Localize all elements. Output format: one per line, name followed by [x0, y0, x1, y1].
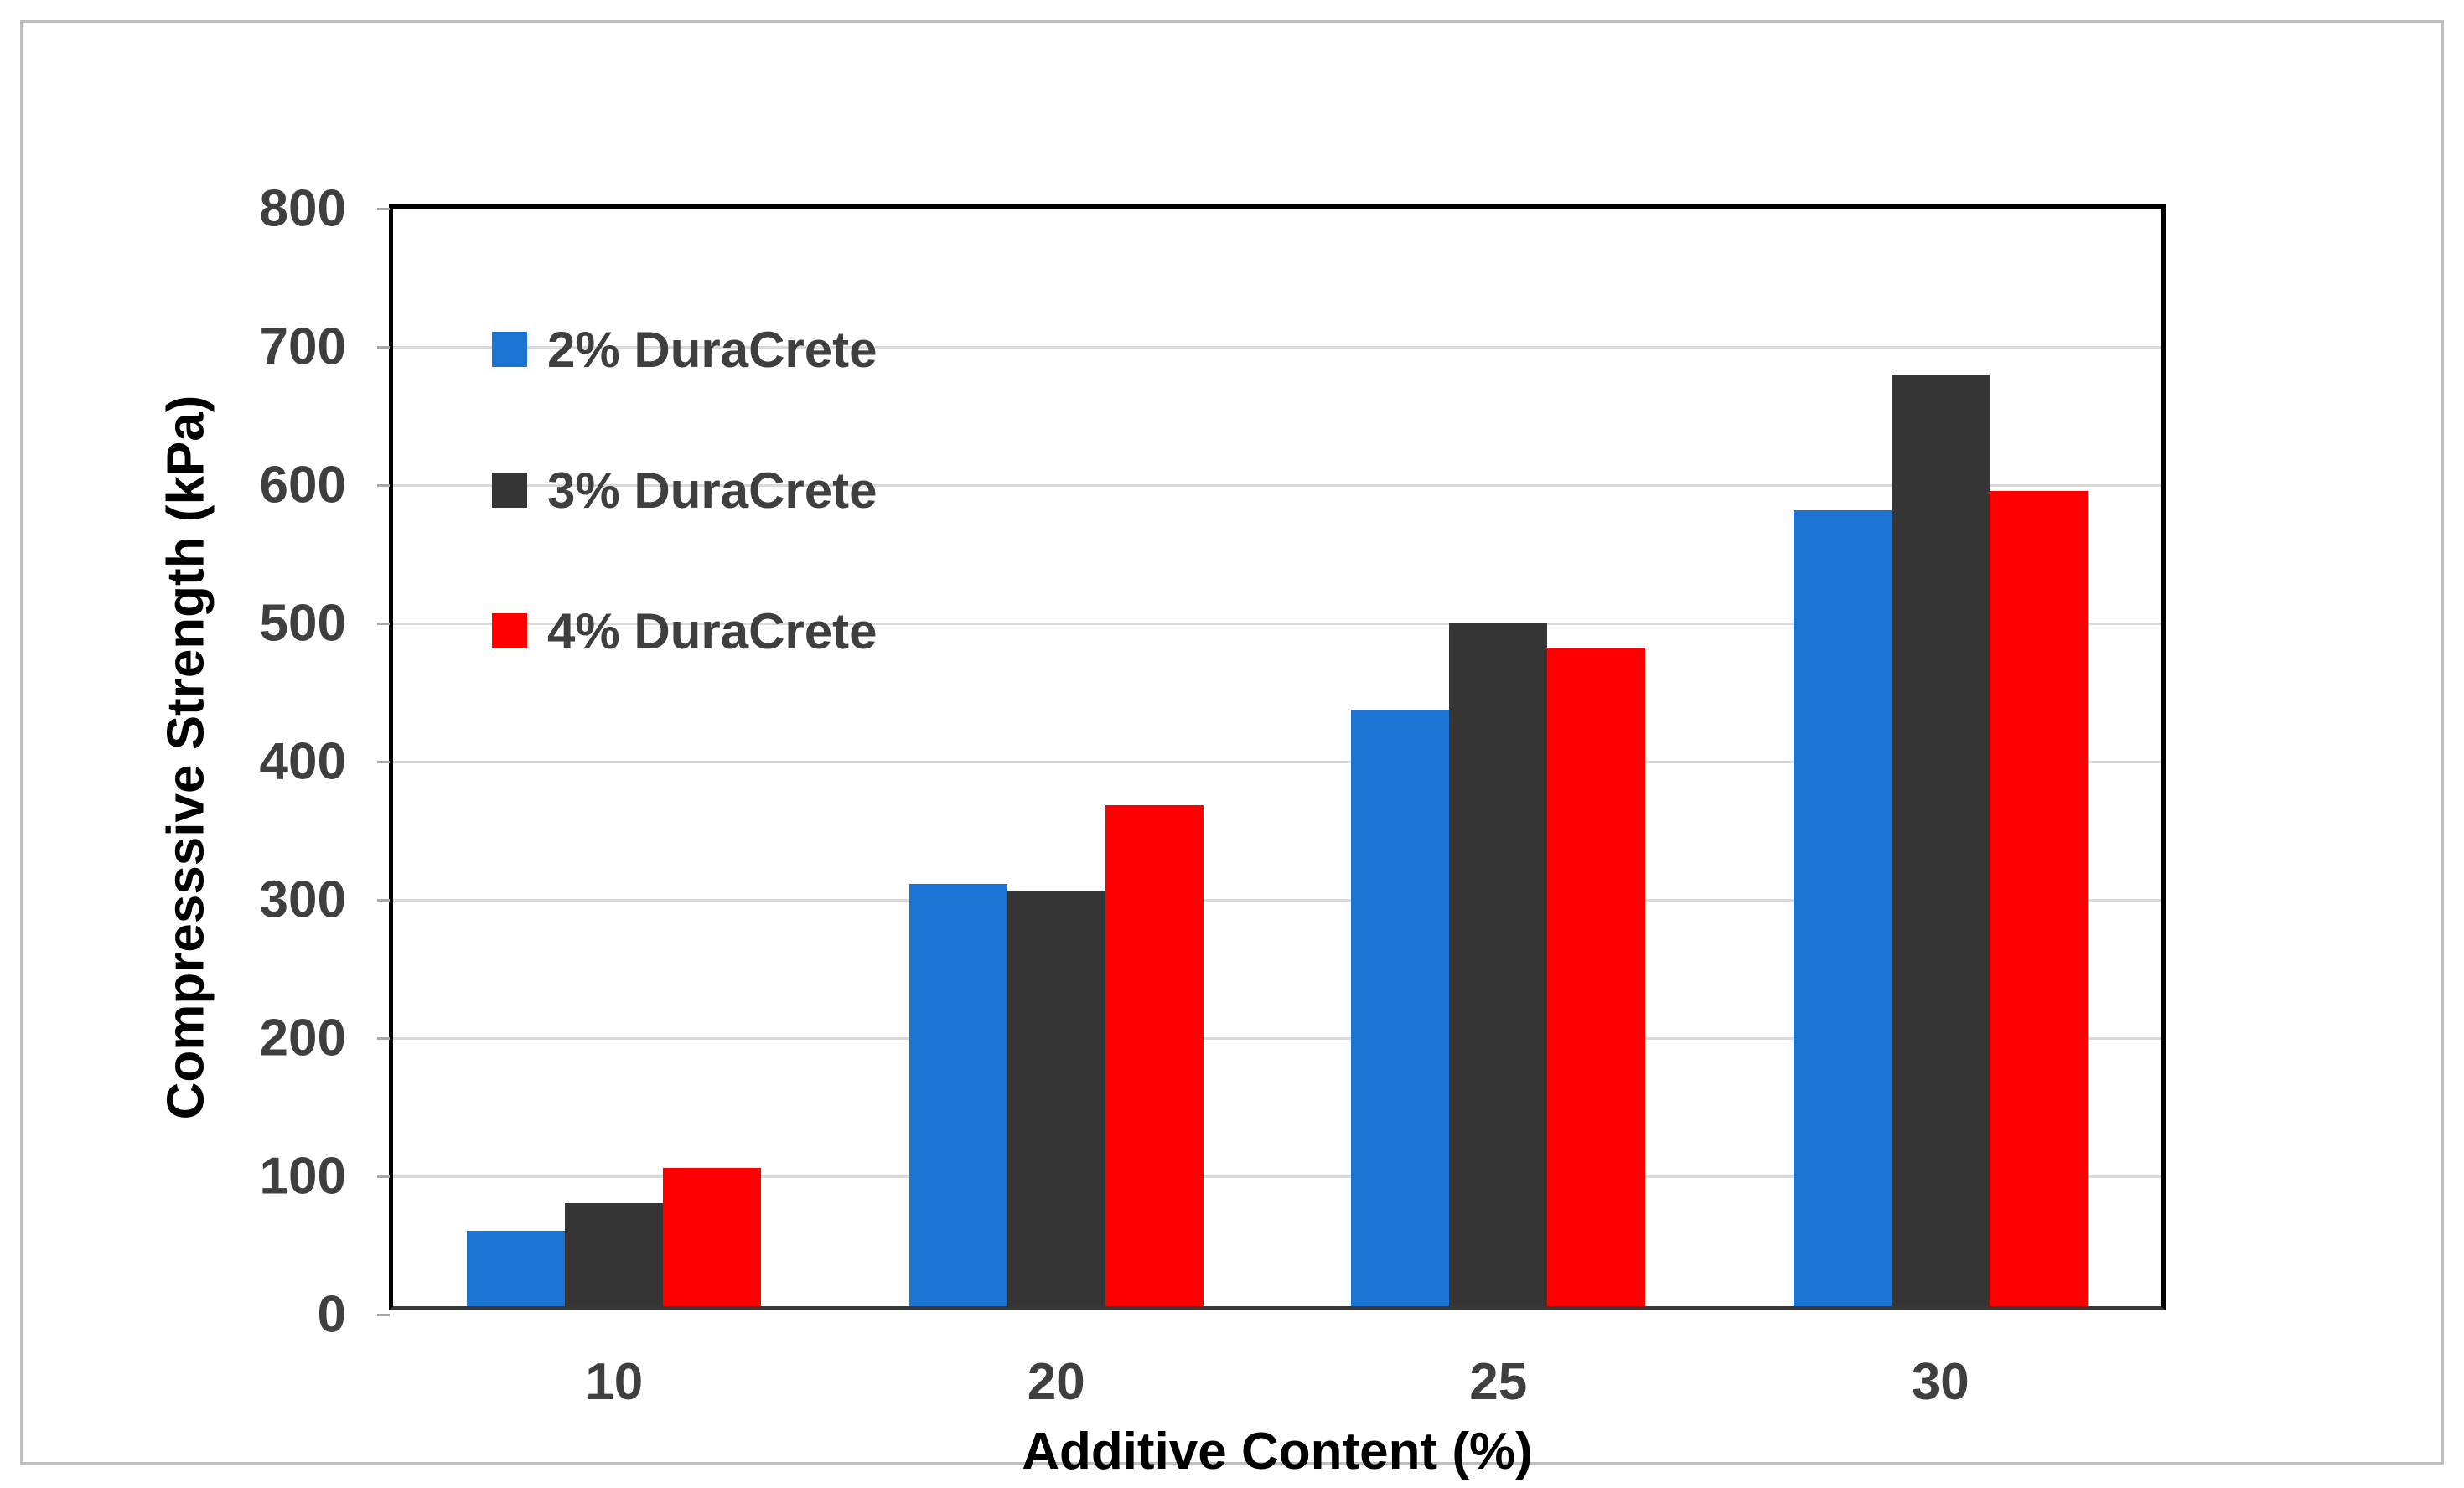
gridline: [393, 1036, 2161, 1040]
bar-2-duracrete-at-25: [1351, 709, 1450, 1306]
bar-group-25: [1277, 209, 1720, 1306]
bar-4-duracrete-at-20: [1105, 805, 1204, 1306]
bar-group-30: [1720, 209, 2162, 1306]
bars-layer: [393, 209, 2161, 1306]
gridline: [393, 483, 2161, 487]
x-tick-label: 10: [585, 1353, 644, 1411]
legend-label: 4% DuraCrete: [547, 602, 877, 659]
y-tick-mark: [377, 1313, 390, 1316]
legend-swatch-icon: [492, 473, 527, 508]
bar-2-duracrete-at-10: [467, 1230, 566, 1306]
bar-group-10: [393, 209, 836, 1306]
legend: 2% DuraCrete 3% DuraCrete 4% DuraCrete: [492, 322, 877, 659]
figure-border: 0 100 200 300 400 500 600 700 800 2% DuraCrete 3%…: [20, 20, 2444, 1480]
y-tick-label: 500: [259, 594, 346, 653]
x-tick-label: 25: [1469, 1353, 1528, 1411]
legend-item: 3% DuraCrete: [492, 462, 877, 519]
y-tick-mark: [377, 207, 390, 210]
legend-swatch-icon: [492, 613, 527, 648]
y-tick-label: 800: [259, 179, 346, 238]
y-tick-label: 600: [259, 456, 346, 514]
gridline: [393, 760, 2161, 763]
y-tick-mark: [377, 1036, 390, 1040]
gridline: [393, 1175, 2161, 1178]
legend-item: 4% DuraCrete: [492, 603, 877, 659]
y-tick-mark: [377, 345, 390, 349]
bar-group-20: [836, 209, 1278, 1306]
bar-2-duracrete-at-20: [908, 883, 1007, 1306]
legend-label: 2% DuraCrete: [547, 321, 877, 378]
x-axis-title: Additive Content (%): [1022, 1423, 1533, 1480]
y-tick-label: 0: [317, 1285, 346, 1344]
y-tick-mark: [377, 483, 390, 487]
bar-4-duracrete-at-30: [1989, 491, 2088, 1306]
bar-3-duracrete-at-10: [565, 1203, 664, 1306]
y-tick-mark: [377, 760, 390, 763]
legend-item: 2% DuraCrete: [492, 322, 877, 378]
y-tick-label: 300: [259, 871, 346, 929]
y-tick-label: 400: [259, 732, 346, 791]
y-tick-mark: [377, 898, 390, 902]
gridline: [393, 898, 2161, 902]
y-tick-mark: [377, 622, 390, 625]
gridline: [393, 622, 2161, 625]
plot-area: 0 100 200 300 400 500 600 700 800 2% DuraCrete 3%…: [158, 180, 2166, 1480]
y-tick-label: 700: [259, 318, 346, 376]
gridline: [393, 345, 2161, 349]
bar-3-duracrete-at-25: [1449, 623, 1548, 1306]
bar-2-duracrete-at-30: [1793, 510, 1892, 1306]
y-tick-label: 200: [259, 1009, 346, 1067]
bar-4-duracrete-at-25: [1547, 648, 1646, 1306]
bar-3-duracrete-at-20: [1007, 890, 1105, 1306]
x-tick-label: 30: [1911, 1353, 1970, 1411]
y-tick-mark: [377, 1175, 390, 1178]
legend-swatch-icon: [492, 332, 527, 367]
y-axis-title: Compresssive Strength (kPa): [157, 395, 215, 1120]
x-tick-label: 20: [1027, 1353, 1085, 1411]
bar-4-duracrete-at-10: [663, 1167, 762, 1306]
y-tick-label: 100: [259, 1147, 346, 1206]
bar-3-duracrete-at-30: [1891, 375, 1990, 1306]
legend-label: 3% DuraCrete: [547, 462, 877, 519]
